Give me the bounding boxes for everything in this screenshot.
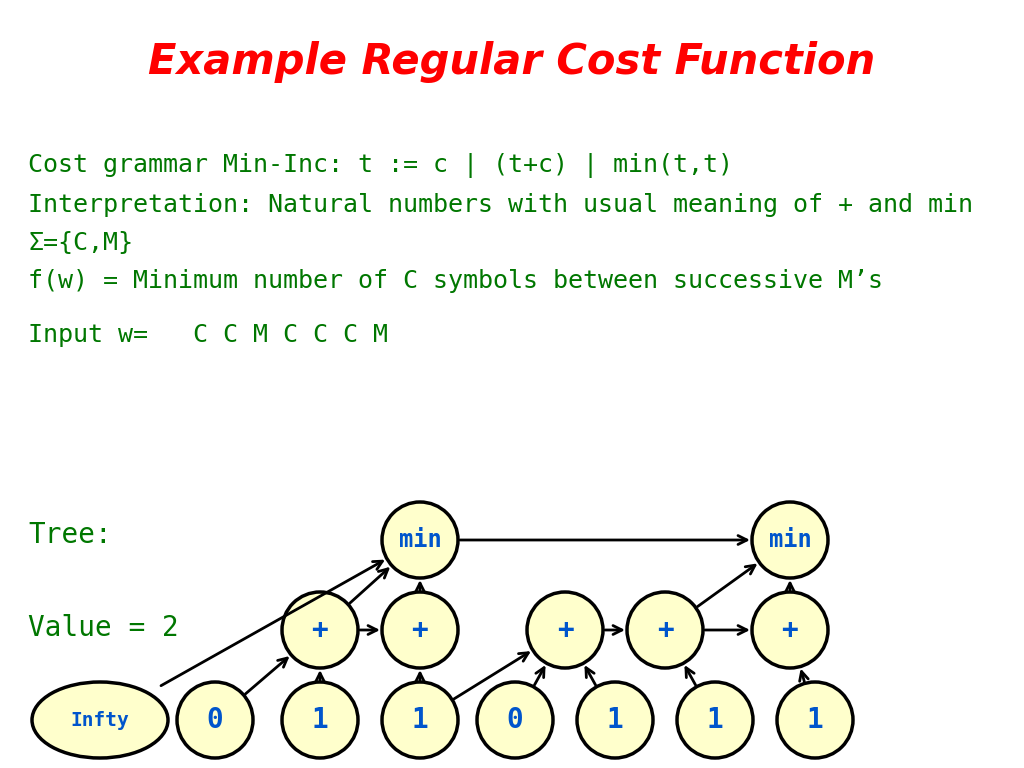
Text: 0: 0 — [507, 706, 523, 734]
Circle shape — [527, 592, 603, 668]
Text: f(w) = Minimum number of C symbols between successive M’s: f(w) = Minimum number of C symbols betwe… — [28, 269, 883, 293]
Text: Tree:: Tree: — [28, 521, 112, 549]
Circle shape — [577, 682, 653, 758]
Circle shape — [282, 592, 358, 668]
Text: Σ={C,M}: Σ={C,M} — [28, 231, 133, 255]
Text: Interpretation: Natural numbers with usual meaning of + and min: Interpretation: Natural numbers with usu… — [28, 193, 973, 217]
Text: 1: 1 — [707, 706, 723, 734]
Text: Example Regular Cost Function: Example Regular Cost Function — [148, 41, 876, 83]
Circle shape — [777, 682, 853, 758]
Text: 1: 1 — [807, 706, 823, 734]
Text: +: + — [557, 616, 573, 644]
Text: +: + — [412, 616, 428, 644]
Text: Cost grammar Min-Inc: t := c | (t+c) | min(t,t): Cost grammar Min-Inc: t := c | (t+c) | m… — [28, 153, 733, 177]
Circle shape — [382, 592, 458, 668]
Circle shape — [677, 682, 753, 758]
Text: Infty: Infty — [71, 710, 129, 730]
Text: Value = 2: Value = 2 — [28, 614, 179, 642]
Circle shape — [752, 502, 828, 578]
Circle shape — [177, 682, 253, 758]
Text: +: + — [311, 616, 329, 644]
Circle shape — [477, 682, 553, 758]
Text: +: + — [781, 616, 799, 644]
Text: min: min — [398, 528, 441, 552]
Text: 1: 1 — [412, 706, 428, 734]
Text: 1: 1 — [606, 706, 624, 734]
Circle shape — [627, 592, 703, 668]
Circle shape — [382, 682, 458, 758]
Text: Input w=   C C M C C C M: Input w= C C M C C C M — [28, 323, 388, 347]
Text: 0: 0 — [207, 706, 223, 734]
Text: min: min — [769, 528, 811, 552]
Circle shape — [282, 682, 358, 758]
Circle shape — [382, 502, 458, 578]
Text: 1: 1 — [311, 706, 329, 734]
Circle shape — [752, 592, 828, 668]
Text: +: + — [656, 616, 674, 644]
Ellipse shape — [32, 682, 168, 758]
